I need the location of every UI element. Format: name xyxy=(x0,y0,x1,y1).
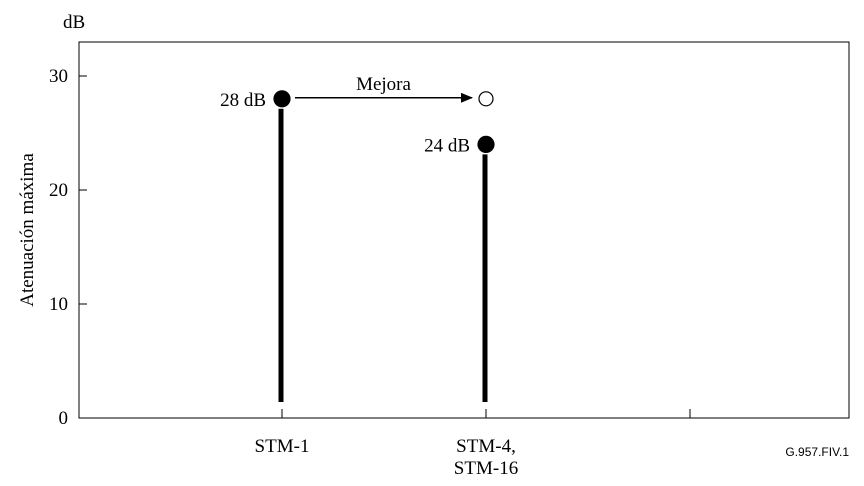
y-tick-label: 10 xyxy=(49,294,68,315)
data-label: 24 dB xyxy=(424,135,470,156)
data-points: 28 dB 24 dB xyxy=(220,90,495,156)
filled-data-point xyxy=(273,90,291,108)
y-ticks: 0 10 20 30 xyxy=(49,66,87,429)
y-tick-label: 30 xyxy=(49,66,68,87)
stems xyxy=(278,108,488,402)
figure-id: G.957.FIV.1 xyxy=(785,445,849,459)
x-tick-label: STM-4, STM-16 xyxy=(454,436,518,479)
y-tick-label: 0 xyxy=(59,408,69,429)
y-unit: dB xyxy=(63,12,85,33)
data-label: 28 dB xyxy=(220,90,266,111)
y-tick-label: 20 xyxy=(49,180,68,201)
open-data-point xyxy=(478,91,494,107)
plot-frame xyxy=(78,41,850,419)
filled-data-point xyxy=(477,135,495,153)
x-ticks: STM-1 STM-4, STM-16 xyxy=(255,409,691,479)
annotation-label: Mejora xyxy=(356,74,411,95)
improvement-annotation: Mejora xyxy=(295,74,473,103)
x-tick-label: STM-1 xyxy=(255,436,310,457)
y-axis-label: Atenuación máxima xyxy=(17,153,38,307)
